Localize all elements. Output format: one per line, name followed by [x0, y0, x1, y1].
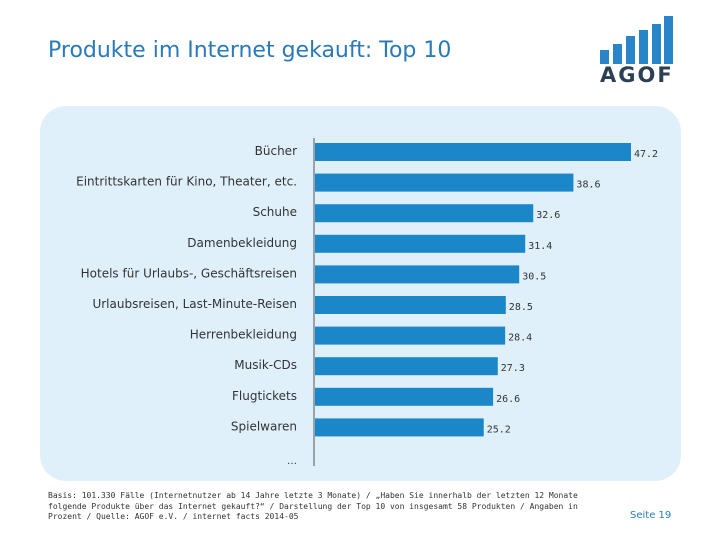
logo-bar	[613, 44, 622, 64]
bar-6	[315, 326, 506, 345]
value-label: 31.4	[528, 241, 552, 252]
bar-3	[315, 234, 526, 253]
category-label: Herrenbekleidung	[190, 328, 297, 342]
category-label: Musik-CDs	[234, 358, 297, 372]
category-label: Schuhe	[253, 205, 297, 219]
value-label: 38.6	[576, 180, 600, 191]
category-label: Eintrittskarten für Kino, Theater, etc.	[76, 175, 297, 189]
category-label: Hotels für Urlaubs-, Geschäftsreisen	[81, 266, 297, 280]
category-label: Damenbekleidung	[187, 236, 297, 250]
value-label: 25.2	[487, 424, 511, 435]
logo-bar	[600, 50, 609, 64]
logo-text: AGOF	[600, 63, 674, 87]
value-label: 28.4	[508, 333, 532, 344]
category-label: Bücher	[255, 144, 297, 158]
logo-bars-icon	[598, 16, 678, 64]
value-label: 27.3	[501, 363, 525, 374]
logo-bar	[639, 30, 648, 64]
bar-0	[315, 143, 631, 161]
bar-5	[315, 296, 506, 314]
category-label: Urlaubsreisen, Last-Minute-Reisen	[92, 297, 297, 311]
page-number: Seite 19	[630, 510, 672, 521]
bar-7	[315, 357, 498, 376]
labels-layer: Bücher 47.2 Eintrittskarten für Kino, Thea…	[76, 144, 658, 435]
bar-2	[315, 204, 534, 223]
source-footnote: Basis: 101.330 Fälle (Internetnutzer ab …	[48, 491, 578, 521]
value-label: 28.5	[509, 302, 533, 313]
logo-bar	[652, 24, 661, 64]
value-label: 30.5	[522, 271, 546, 282]
value-label: 47.2	[634, 149, 658, 160]
bars-layer	[315, 143, 631, 437]
category-label: Spielwaren	[231, 419, 297, 433]
page-title: Produkte im Internet gekauft: Top 10	[48, 38, 452, 63]
logo-bar	[626, 36, 635, 64]
category-label: Flugtickets	[232, 389, 297, 403]
value-label: 26.6	[496, 394, 520, 405]
value-label: 32.6	[536, 210, 560, 221]
bar-9	[315, 418, 484, 437]
bar-8	[315, 387, 494, 406]
agof-logo: AGOF	[598, 16, 678, 88]
bar-1	[315, 173, 574, 192]
bar-4	[315, 265, 520, 284]
logo-bar	[664, 16, 673, 64]
continuation-ellipsis: …	[287, 456, 297, 467]
